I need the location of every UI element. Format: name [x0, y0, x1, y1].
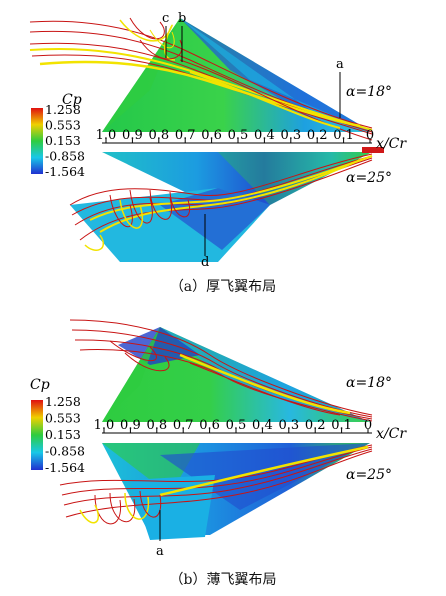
- panel-thin-flying-wing: 1.0 0.9 0.8 0.7 0.6 0.5 0.4 0.3 0.2 0.1 0 x/Cr Cp …: [0, 305, 446, 596]
- axis-tick-label: 1.0: [96, 128, 117, 143]
- annotation-a: a: [336, 57, 344, 118]
- svg-text:d: d: [201, 255, 209, 270]
- axis-tick-label: 0.3: [280, 128, 301, 143]
- colorbar-level-label: -1.564: [45, 164, 85, 179]
- axis-tick-label: 0: [366, 128, 374, 143]
- svg-text:c: c: [162, 11, 169, 26]
- svg-text:a: a: [336, 57, 344, 72]
- axis-ticks-b: 1.0 0.9 0.8 0.7 0.6 0.5 0.4 0.3 0.2 0.1 0: [94, 418, 372, 433]
- vortex-streamlines-bottom-a: [69, 153, 373, 251]
- vortex-streamlines-top-b: [69, 319, 373, 422]
- panel-thick-flying-wing: 1.0 0.9 0.8 0.7 0.6 0.5 0.4 0.3 0.2 0.1 0 x/Cr Cp …: [29, 11, 407, 295]
- axis-tick-label: 0: [364, 418, 372, 433]
- annotation-d: d: [201, 214, 209, 270]
- colorbar-level-label: 1.258: [45, 102, 81, 117]
- axis-label-a: x/Cr: [376, 136, 407, 152]
- axis-tick-label: 1.0: [94, 418, 115, 433]
- vortex-streamlines-top-a: [29, 17, 373, 141]
- colorbar-title-a: Cp: [62, 92, 82, 108]
- axis-tick-label: 0.1: [331, 418, 352, 433]
- colorbar-level-label: 0.553: [45, 118, 81, 133]
- alpha-label-top-b: α=18°: [346, 375, 392, 391]
- colorbar-level-label: 0.153: [45, 133, 81, 148]
- wing-surface-bottom-b: [102, 443, 370, 540]
- leading-edge-marker-a: [362, 147, 384, 153]
- annotation-a-thin: a: [156, 510, 164, 559]
- axis-tick-label: 0.2: [307, 128, 328, 143]
- caption-a: （a）厚飞翼布局: [169, 279, 277, 295]
- vortex-streamlines-bottom-b: [59, 444, 373, 525]
- axis-tick-label: 0.5: [226, 418, 247, 433]
- axis-tick-label: 0.6: [199, 418, 220, 433]
- alpha-label-bottom-b: α=25°: [346, 467, 392, 483]
- axis-tick-label: 0.8: [148, 128, 169, 143]
- axis-tick-label: 0.2: [305, 418, 326, 433]
- axis-ticks-a: 1.0 0.9 0.8 0.7 0.6 0.5 0.4 0.3 0.2 0.1 0: [96, 128, 374, 143]
- axis-tick-label: 0.8: [146, 418, 167, 433]
- colorbar-level-label: -1.564: [45, 460, 85, 475]
- svg-text:b: b: [178, 11, 186, 26]
- axis-tick-label: 0.7: [173, 418, 194, 433]
- colorbar-gradient-b: [31, 400, 43, 470]
- axis-tick-label: 0.5: [228, 128, 249, 143]
- annotation-c: c: [162, 11, 169, 58]
- annotation-b: b: [178, 11, 186, 62]
- axis-tick-label: 0.1: [333, 128, 354, 143]
- axis-label-b: x/Cr: [376, 426, 407, 442]
- axis-tick-label: 0.6: [201, 128, 222, 143]
- axis-tick-label: 0.3: [278, 418, 299, 433]
- panel-a-figure: 1.0 0.9 0.8 0.7 0.6 0.5 0.4 0.3 0.2 0.1 0 x/Cr Cp …: [29, 11, 407, 270]
- svg-text:a: a: [156, 544, 164, 559]
- axis-tick-label: 0.7: [175, 128, 196, 143]
- alpha-label-bottom-a: α=25°: [346, 170, 392, 186]
- caption-b: （b）薄飞翼布局: [169, 572, 277, 588]
- axis-tick-label: 0.9: [120, 418, 141, 433]
- colorbar-title-b: Cp: [30, 377, 50, 393]
- axis-tick-label: 0.4: [252, 418, 273, 433]
- colorbar-level-label: 0.553: [45, 411, 81, 426]
- colorbar-level-label: -0.858: [45, 149, 85, 164]
- axis-tick-label: 0.9: [122, 128, 143, 143]
- axis-tick-label: 0.4: [254, 128, 275, 143]
- colorbar-gradient-a: [31, 108, 43, 174]
- colorbar-level-label: -0.858: [45, 444, 85, 459]
- colorbar-level-label: 1.258: [45, 394, 81, 409]
- colorbar-level-label: 0.153: [45, 427, 81, 442]
- panel-b-figure: 1.0 0.9 0.8 0.7 0.6 0.5 0.4 0.3 0.2 0.1 0 x/Cr Cp …: [30, 319, 407, 559]
- alpha-label-top-a: α=18°: [346, 84, 392, 100]
